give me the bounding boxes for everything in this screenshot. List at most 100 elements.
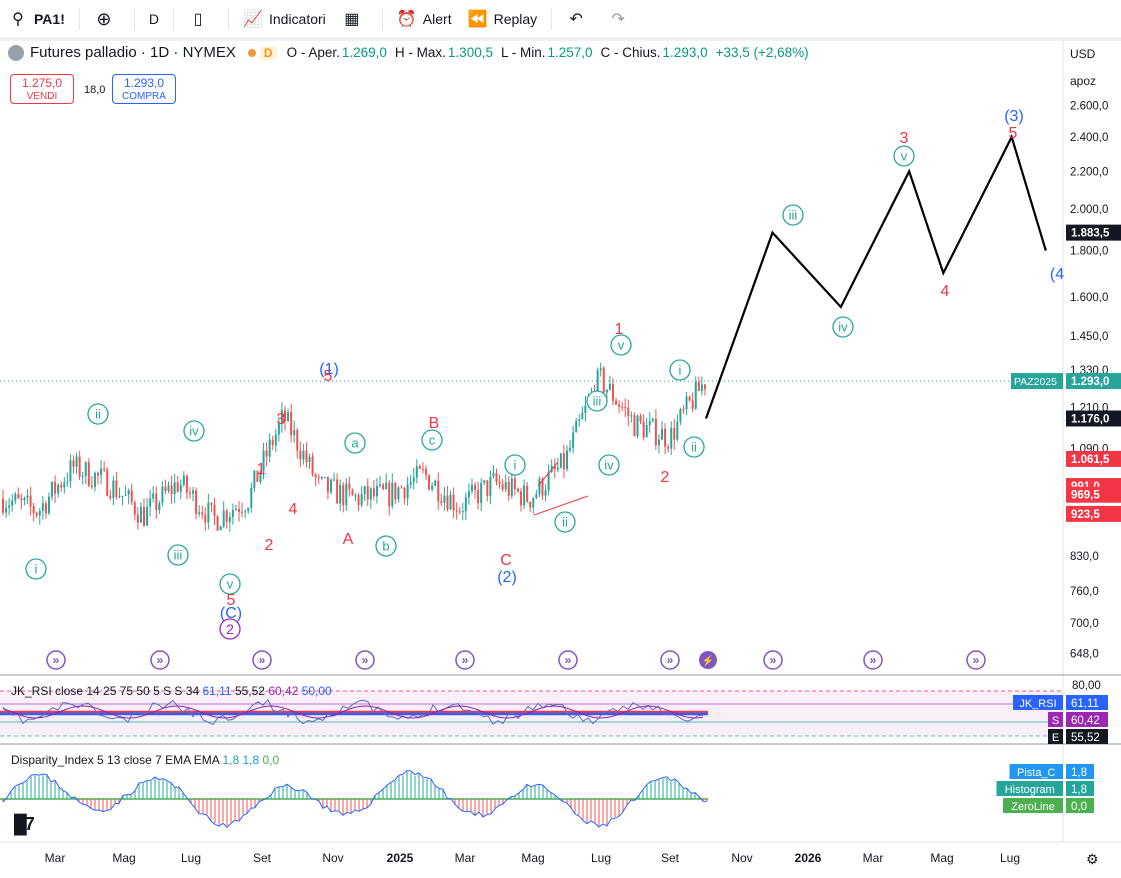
unit-selector[interactable]: apoz [1070, 74, 1097, 88]
disparity-legend[interactable]: Disparity_Index 5 13 close 7 EMA EMA 1,8… [11, 753, 279, 767]
price-tick-label: 2.400,0 [1070, 132, 1108, 144]
wave-label-red: 5 [1009, 125, 1018, 142]
candle-body [443, 495, 446, 503]
candle-body [323, 477, 326, 479]
rsi-tag-value: 60,42 [1071, 715, 1100, 727]
sell-button[interactable]: 1.275,0 VENDI [10, 74, 74, 104]
lightning-icon: ⚡ [702, 654, 714, 667]
search-icon: ⚲ [12, 11, 24, 28]
wave-circle [219, 573, 241, 595]
candle-body [547, 471, 550, 491]
settings-icon[interactable]: ⚙ [1086, 851, 1099, 867]
candle-body [661, 428, 664, 440]
candle-body [188, 492, 191, 494]
candle-body [608, 383, 611, 390]
layouts-button[interactable]: ▦ [334, 0, 376, 38]
candle-body [225, 510, 228, 522]
chart-title[interactable]: Futures palladio · 1D · NYMEX [30, 44, 236, 61]
candle-body [449, 494, 452, 510]
candle-body [72, 460, 75, 467]
currency-selector[interactable]: USD [1070, 47, 1096, 61]
candle-body [523, 485, 526, 506]
chart-type-button[interactable]: ▯ [180, 0, 222, 38]
rsi-tag-value-box [1066, 729, 1108, 744]
alert-button[interactable]: ⏰ Alert [389, 0, 460, 38]
toolbar-divider [172, 8, 174, 30]
wave-label-green: ii [691, 440, 697, 455]
symbol-label: PA1! [34, 11, 65, 27]
wave-circle [183, 420, 205, 442]
wave-label-red: 5 [324, 368, 333, 385]
buy-button[interactable]: 1.293,0 COMPRA [112, 74, 176, 104]
replay-button[interactable]: ⏪ Replay [460, 0, 546, 38]
candle-body [520, 491, 523, 506]
time-tick-label: 2025 [387, 851, 414, 865]
candle-body [2, 498, 4, 513]
wave-circle [893, 145, 915, 167]
candle-body [106, 469, 109, 496]
candle-body [667, 446, 670, 449]
wave-circle [87, 403, 109, 425]
rsi-tag-value-box [1066, 695, 1108, 710]
interval-button[interactable]: D [148, 11, 159, 27]
price-tick-label: 1.800,0 [1070, 246, 1108, 258]
time-tick-label: Mar [455, 851, 476, 865]
candle-body [507, 482, 510, 496]
candle-body [222, 510, 225, 527]
redo-button[interactable]: ↷ [600, 0, 642, 38]
rsi-legend[interactable]: JK_RSI close 14 25 75 50 5 S S 34 61,11 … [11, 684, 332, 698]
time-tick-label: Mar [45, 851, 66, 865]
wave-label-red: C [500, 552, 512, 569]
candle-body [639, 415, 642, 422]
wave-label-green: v [618, 338, 625, 353]
wave-label-green: v [227, 577, 234, 592]
candle-body [369, 488, 372, 500]
wave-label-red: B [429, 415, 440, 432]
wave-circle-purple [219, 618, 241, 640]
candle-body [124, 494, 127, 496]
compare-symbol-button[interactable]: ⊕ [86, 0, 128, 38]
alert-label: Alert [422, 11, 452, 27]
candle-body [461, 511, 464, 513]
indicators-label: Indicatori [268, 11, 326, 27]
tradingview-logo: █7 [14, 814, 35, 834]
time-axis[interactable]: Mar Mag Lug Set Nov 2025 Mar Mag Lug Set Nov 2026 Ma… [45, 851, 1020, 865]
disparity-value-3: 0,0 [262, 753, 280, 767]
undo-button[interactable]: ↶ [558, 0, 600, 38]
candle-body [354, 495, 357, 497]
candle-body [311, 456, 314, 475]
price-axis[interactable]: 2.600,0 2.400,0 2.200,0 2.000,0 1.800,0 1.600… [1011, 100, 1121, 661]
undo-icon: ↶ [569, 11, 583, 28]
wave-projection [533, 134, 1047, 516]
candle-body [572, 432, 575, 448]
candle-body [513, 478, 516, 490]
price-label-text: 1.061,5 [1071, 454, 1110, 466]
symbol-tag-box [1011, 373, 1063, 390]
candle-body [682, 409, 685, 411]
wave-label-blue: (C) [220, 605, 242, 622]
candle-body [60, 484, 63, 488]
wave-label-red: 1 [257, 461, 266, 478]
candle-series [2, 362, 706, 532]
symbol-legend: Futures palladio · 1D · NYMEX D O - Aper… [8, 44, 817, 61]
candle-body [382, 484, 385, 490]
candle-body [697, 381, 700, 391]
price-label-text: 923,5 [1071, 509, 1100, 521]
rsi-tag-value: 61,11 [1071, 698, 1099, 710]
candle-body [136, 514, 139, 523]
disp-tag-value-box [1066, 798, 1094, 813]
toolbar-divider [551, 8, 553, 30]
wave-circle [586, 390, 608, 412]
wave-label-blue: (2) [497, 569, 517, 586]
indicators-button[interactable]: 📈 Indicatori [235, 0, 334, 38]
candle-body [532, 498, 535, 508]
time-tick-label: Mag [930, 851, 953, 865]
candle-body [615, 400, 618, 405]
redo-icon: ↷ [611, 11, 625, 28]
candle-body [553, 465, 556, 470]
candle-body [406, 484, 409, 499]
candle-body [290, 412, 293, 436]
candle-body [20, 498, 23, 501]
symbol-search-button[interactable]: ⚲ PA1! [0, 0, 73, 38]
